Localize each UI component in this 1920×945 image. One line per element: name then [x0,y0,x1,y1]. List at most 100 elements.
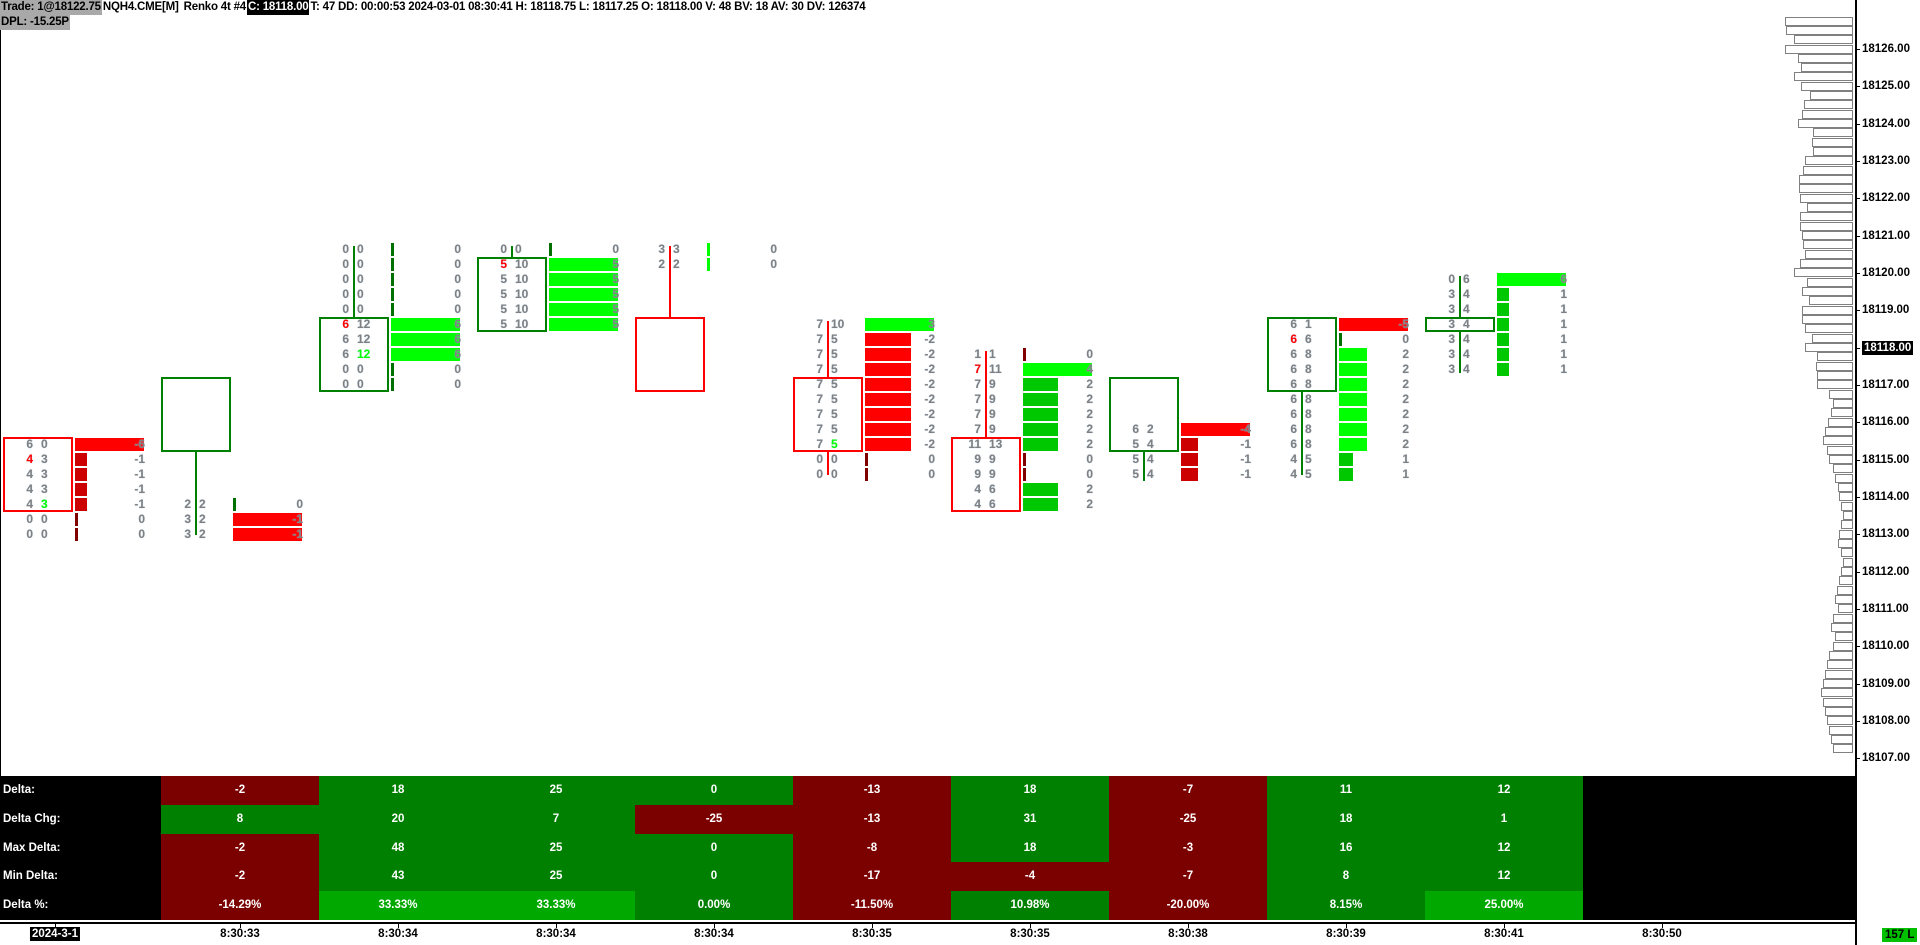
volume-profile-bar [1827,716,1853,726]
ask-volume: 6 [989,497,996,512]
ask-volume: 0 [831,467,838,482]
ask-volume: 3 [41,452,48,467]
delta-value: 2 [1086,497,1093,512]
delta-bar [1023,498,1058,512]
volume-profile-bar [1805,156,1853,166]
volume-profile-bar [1823,679,1853,689]
volume-profile-bar [1831,735,1853,745]
price-axis-line [1855,0,1857,945]
volume-profile-bar [1801,63,1853,73]
price-tick [1855,198,1860,200]
delta-value: 1 [1560,362,1567,377]
volume-profile-bar [1833,641,1853,651]
candle-wick [985,350,987,438]
delta-bar [1339,393,1367,407]
delta-bar [1497,363,1509,377]
table-cell: 25 [477,833,635,863]
candle-body [1109,377,1179,453]
ask-volume: 4 [1463,362,1470,377]
current-price-label: 18118.00 [1862,340,1914,355]
volume-profile-bar [1805,249,1853,259]
delta-bar [1339,453,1353,467]
bid-volume: 4 [1290,452,1297,467]
time-label: 8:30:50 [1642,928,1682,940]
volume-profile-bar [1803,240,1853,250]
bid-volume: 0 [816,467,823,482]
ask-volume: 9 [989,407,996,422]
price-tick [1855,310,1860,312]
table-cell: 31 [951,804,1109,834]
ask-volume: 0 [357,257,364,272]
delta-value: 2 [1402,437,1409,452]
time-tick [240,924,241,928]
bid-volume: 6 [1290,392,1297,407]
delta-bar [1023,378,1058,392]
price-tick [1855,422,1860,424]
table-cell: 33.33% [319,891,477,920]
table-cell: 16 [1267,833,1425,863]
delta-value: 0 [1086,467,1093,482]
table-cell: -20.00% [1109,891,1267,920]
delta-value: 6 [454,317,461,332]
ask-volume: 1 [989,347,996,362]
price-tick [1855,347,1860,349]
bid-volume: 4 [26,482,33,497]
delta-value: 2 [1402,347,1409,362]
delta-value: 3 [928,317,935,332]
volume-profile-bar [1827,660,1853,670]
bid-volume: 7 [816,362,823,377]
bid-volume: 1 [974,347,981,362]
bid-volume: 4 [974,482,981,497]
delta-value: 0 [454,377,461,392]
ask-volume: 8 [1305,392,1312,407]
delta-bar [75,468,87,482]
delta-value: 5 [612,272,619,287]
delta-value: 0 [770,242,777,257]
price-tick [1855,160,1860,162]
delta-bar [391,363,394,377]
volume-profile-bar [1817,371,1853,381]
delta-bar [865,348,911,362]
delta-value: 2 [1086,407,1093,422]
delta-value: 5 [612,257,619,272]
delta-bar [1181,423,1250,437]
bid-volume: 6 [342,347,349,362]
ask-volume: 4 [1463,332,1470,347]
price-label: 18111.00 [1862,602,1909,615]
ask-volume: 5 [831,422,838,437]
volume-profile-bar [1829,651,1853,661]
volume-profile-bar [1800,221,1853,231]
delta-value: -1 [134,467,145,482]
price-tick [1855,272,1860,274]
time-label: 8:30:35 [852,928,892,940]
delta-value: -1 [1240,437,1251,452]
footprint-chart-area[interactable]: 6 0 -6 4 3 -1 4 3 -1 4 3 -1 4 3 -1 0 0 0 0 0 0 2 2 0 3 2 -1 3 2 -1 0 0 0… [0,0,1855,775]
volume-profile-bar [1817,352,1853,362]
delta-value: 0 [1402,332,1409,347]
candle-wick [827,320,829,378]
bid-volume: 3 [1448,347,1455,362]
volume-profile-bar [1802,109,1853,119]
price-tick [1855,384,1860,386]
ask-volume: 2 [673,257,680,272]
price-tick [1855,86,1860,88]
delta-value: 0 [1086,347,1093,362]
delta-bar [1023,393,1058,407]
bid-volume: 7 [974,377,981,392]
table-cell: 18 [951,833,1109,863]
bid-volume: 11 [968,437,981,452]
ask-volume: 2 [199,527,206,542]
ask-volume: 2 [199,497,206,512]
delta-bar [233,513,302,527]
time-tick [398,924,399,928]
price-label: 18117.00 [1862,378,1910,391]
bid-volume: 0 [342,302,349,317]
ask-volume: 3 [673,242,680,257]
volume-profile-bar [1829,725,1853,735]
bid-volume: 5 [500,302,507,317]
bid-volume: 7 [816,317,823,332]
volume-profile-bar [1825,707,1853,717]
table-cell: -2 [161,776,319,805]
delta-value: -2 [924,332,935,347]
dpl-label: DPL: -15.25P [0,15,70,30]
